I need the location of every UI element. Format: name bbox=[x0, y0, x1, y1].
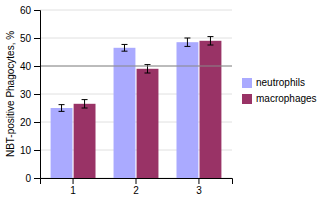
tick-label: 2 bbox=[133, 185, 139, 196]
bar bbox=[51, 108, 73, 178]
legend-label: macrophages bbox=[256, 93, 317, 104]
x-axis: 1 2 3 bbox=[41, 178, 233, 196]
tick-label: 1 bbox=[70, 185, 76, 196]
error-bar bbox=[82, 100, 88, 108]
error-bar bbox=[184, 38, 190, 46]
legend-item: macrophages bbox=[242, 93, 317, 104]
tick-label: 3 bbox=[196, 185, 202, 196]
bar bbox=[74, 104, 96, 178]
bar bbox=[137, 69, 159, 178]
tick: 50 bbox=[20, 33, 40, 44]
tick: 0 bbox=[25, 173, 40, 184]
tick: 20 bbox=[20, 117, 40, 128]
tick-mark bbox=[34, 10, 40, 11]
bar bbox=[176, 42, 198, 178]
tick-label: 50 bbox=[20, 33, 32, 44]
plot: 0 10 20 30 40 50 60 1 2 3 bbox=[20, 5, 233, 196]
legend: neutrophils macrophages bbox=[242, 77, 317, 104]
grid bbox=[40, 10, 232, 178]
bar-series bbox=[51, 42, 199, 178]
error-bar bbox=[59, 105, 65, 112]
tick-mark bbox=[34, 178, 40, 179]
tick-mark bbox=[136, 178, 137, 184]
grid-line bbox=[40, 38, 232, 39]
error-bars bbox=[59, 38, 191, 111]
tick-label: 0 bbox=[25, 173, 31, 184]
tick: 40 bbox=[20, 61, 40, 72]
tick-label: 60 bbox=[20, 5, 32, 16]
tick-mark bbox=[73, 178, 74, 184]
legend-swatch bbox=[242, 78, 252, 88]
legend-label: neutrophils bbox=[256, 77, 305, 88]
bar-series bbox=[74, 41, 222, 178]
bar bbox=[114, 48, 136, 178]
tick-mark bbox=[34, 38, 40, 39]
bar bbox=[200, 41, 222, 178]
tick-label: 40 bbox=[20, 61, 32, 72]
y-axis: 0 10 20 30 40 50 60 bbox=[20, 5, 41, 184]
tick: 60 bbox=[20, 5, 40, 16]
tick: 2 bbox=[133, 178, 139, 196]
axis-line bbox=[34, 11, 41, 179]
grid-line bbox=[40, 66, 232, 67]
axis-line bbox=[41, 179, 233, 185]
tick-label: 10 bbox=[20, 145, 32, 156]
tick-mark bbox=[34, 94, 40, 95]
error-bar bbox=[121, 44, 127, 51]
chart: 0 10 20 30 40 50 60 1 2 3 NBT-positive Phagocytes,… bbox=[0, 0, 320, 200]
y-axis-title: NBT-positive Phagocytes, % bbox=[5, 31, 16, 157]
legend-item: neutrophils bbox=[242, 77, 305, 88]
tick-mark bbox=[34, 150, 40, 151]
error-bars bbox=[82, 37, 214, 108]
marks bbox=[40, 37, 232, 178]
tick-label: 30 bbox=[20, 89, 32, 100]
tick: 3 bbox=[196, 178, 202, 196]
tick-mark bbox=[34, 66, 40, 67]
reference-line bbox=[40, 66, 232, 67]
tick: 10 bbox=[20, 145, 40, 156]
error-bar bbox=[207, 37, 213, 45]
tick: 30 bbox=[20, 89, 40, 100]
tick: 1 bbox=[70, 178, 76, 196]
tick-mark bbox=[198, 178, 199, 184]
grid-line bbox=[40, 10, 232, 11]
legend-swatch bbox=[242, 94, 252, 104]
tick-label: 20 bbox=[20, 117, 32, 128]
tick-mark bbox=[34, 122, 40, 123]
